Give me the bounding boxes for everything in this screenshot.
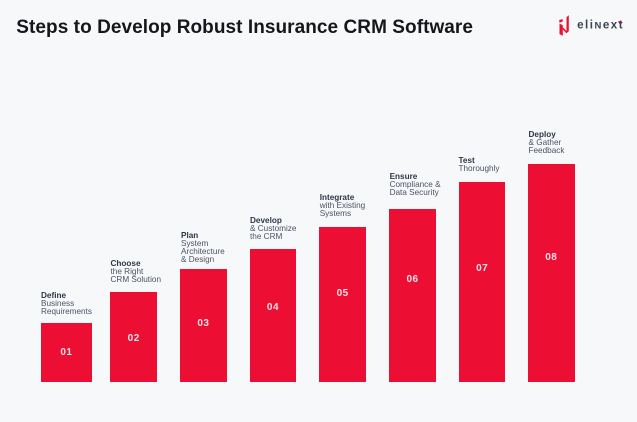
svg-text:eliNext: eliNext (577, 18, 624, 31)
